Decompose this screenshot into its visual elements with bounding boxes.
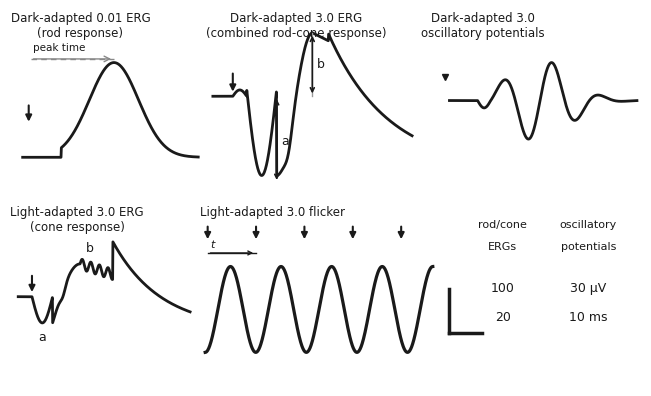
Text: Light-adapted 3.0 flicker: Light-adapted 3.0 flicker — [201, 206, 345, 219]
Text: oscillatory: oscillatory — [560, 220, 617, 230]
Text: Dark-adapted 3.0
oscillatory potentials: Dark-adapted 3.0 oscillatory potentials — [421, 11, 545, 40]
Text: Light-adapted 3.0 ERG
(cone response): Light-adapted 3.0 ERG (cone response) — [10, 206, 144, 234]
Text: Dark-adapted 0.01 ERG
(rod response): Dark-adapted 0.01 ERG (rod response) — [10, 11, 150, 40]
Text: peak time: peak time — [33, 44, 85, 53]
Text: a: a — [281, 135, 289, 148]
Text: 100: 100 — [491, 282, 515, 295]
Text: a: a — [38, 331, 46, 344]
Text: 30 μV: 30 μV — [570, 282, 606, 295]
Text: potentials: potentials — [561, 242, 616, 252]
Text: b: b — [86, 242, 94, 255]
Text: ERGs: ERGs — [488, 242, 518, 252]
Text: 20: 20 — [495, 311, 511, 324]
Text: b: b — [317, 58, 325, 71]
Text: Dark-adapted 3.0 ERG
(combined rod-cone response): Dark-adapted 3.0 ERG (combined rod-cone … — [206, 11, 387, 40]
Text: t: t — [210, 240, 215, 249]
Text: rod/cone: rod/cone — [478, 220, 527, 230]
Text: 10 ms: 10 ms — [569, 311, 607, 324]
